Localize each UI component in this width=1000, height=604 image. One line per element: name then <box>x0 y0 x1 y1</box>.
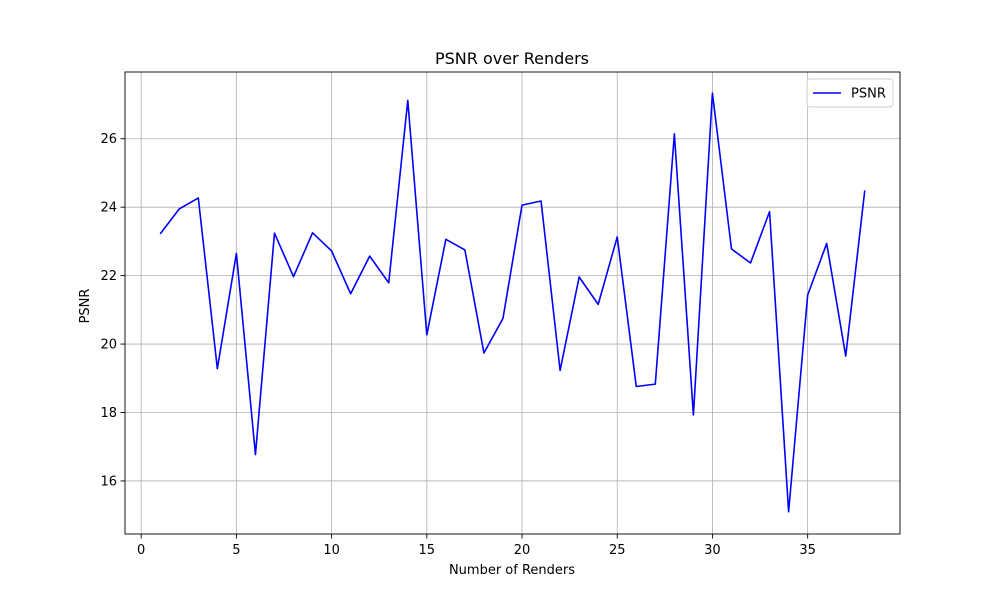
legend-label: PSNR <box>851 87 886 102</box>
x-tick-label: 15 <box>419 543 436 558</box>
x-tick-label: 25 <box>609 543 626 558</box>
x-tick-label: 5 <box>232 543 240 558</box>
x-tick-label: 20 <box>514 543 531 558</box>
x-tick-label: 10 <box>323 543 340 558</box>
x-tick-label: 30 <box>704 543 721 558</box>
legend: PSNR <box>807 79 893 107</box>
x-tick-label: 35 <box>799 543 816 558</box>
y-tick-label: 22 <box>100 269 117 284</box>
y-tick-label: 16 <box>100 474 117 489</box>
chart-title: PSNR over Renders <box>435 49 589 68</box>
y-tick-label: 20 <box>100 338 117 353</box>
x-tick-label: 0 <box>137 543 145 558</box>
y-axis-label: PSNR <box>78 289 93 324</box>
y-tick-label: 18 <box>100 406 117 421</box>
y-tick-label: 24 <box>100 201 117 216</box>
x-axis-label: Number of Renders <box>449 563 575 578</box>
y-tick-label: 26 <box>100 132 117 147</box>
